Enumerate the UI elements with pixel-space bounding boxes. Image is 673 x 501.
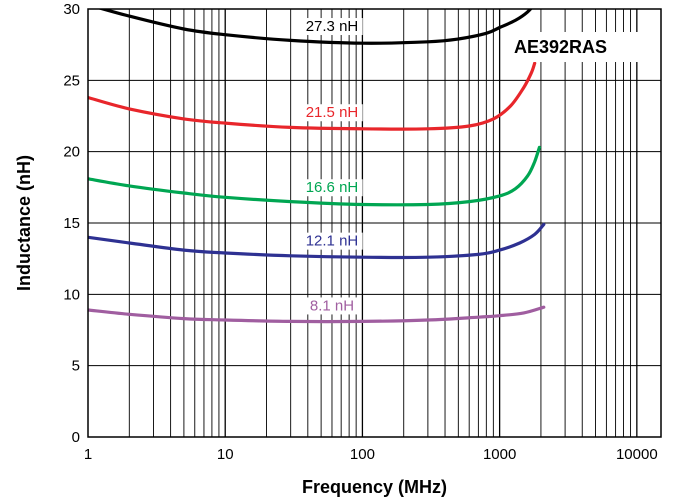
series-line: [88, 61, 537, 131]
series-label-bg: [301, 104, 363, 122]
y-axis-title: Inductance (nH): [14, 155, 34, 291]
x-tick-labels: 1 10 100 1000 10000: [84, 446, 658, 463]
series-label-bg: [301, 232, 363, 250]
y-tick-label: 5: [72, 358, 80, 375]
x-tick-label: 10: [217, 446, 234, 463]
x-tick-label: 1: [84, 446, 92, 463]
x-tick-label: 10000: [616, 446, 658, 463]
part-label-box: [508, 32, 648, 62]
series-labels: 27.3 nH 21.5 nH 16.6 nH 12.1 nH 8.1 nH: [301, 18, 363, 315]
series-label-bg: [305, 297, 359, 315]
y-tick-label: 20: [63, 144, 80, 161]
x-axis-title: Frequency (MHz): [302, 477, 447, 497]
series-label: 21.5 nH: [306, 104, 359, 121]
series-line: [88, 222, 546, 260]
y-tick-label: 30: [63, 1, 80, 18]
y-tick-label: 0: [72, 429, 80, 446]
series-lines: [88, 9, 546, 324]
y-tick-label: 10: [63, 286, 80, 303]
y-tick-labels: 0 5 10 15 20 25 30: [63, 1, 80, 446]
series-label-bg: [301, 18, 363, 36]
series-label: 12.1 nH: [306, 233, 359, 250]
part-label: AE392RAS: [514, 37, 607, 57]
x-tick-label: 100: [350, 446, 375, 463]
x-tick-label: 1000: [483, 446, 516, 463]
y-tick-label: 15: [63, 215, 80, 232]
series-label-bg: [301, 179, 363, 197]
series-label: 27.3 nH: [306, 18, 359, 35]
series-line: [88, 145, 541, 207]
plot-frame: [87, 8, 662, 438]
series-line: [88, 305, 546, 324]
grid: [88, 9, 661, 437]
series-label: 16.6 nH: [306, 179, 359, 196]
series-line: [97, 9, 533, 45]
series-label: 8.1 nH: [310, 297, 354, 314]
y-tick-label: 25: [63, 72, 80, 89]
